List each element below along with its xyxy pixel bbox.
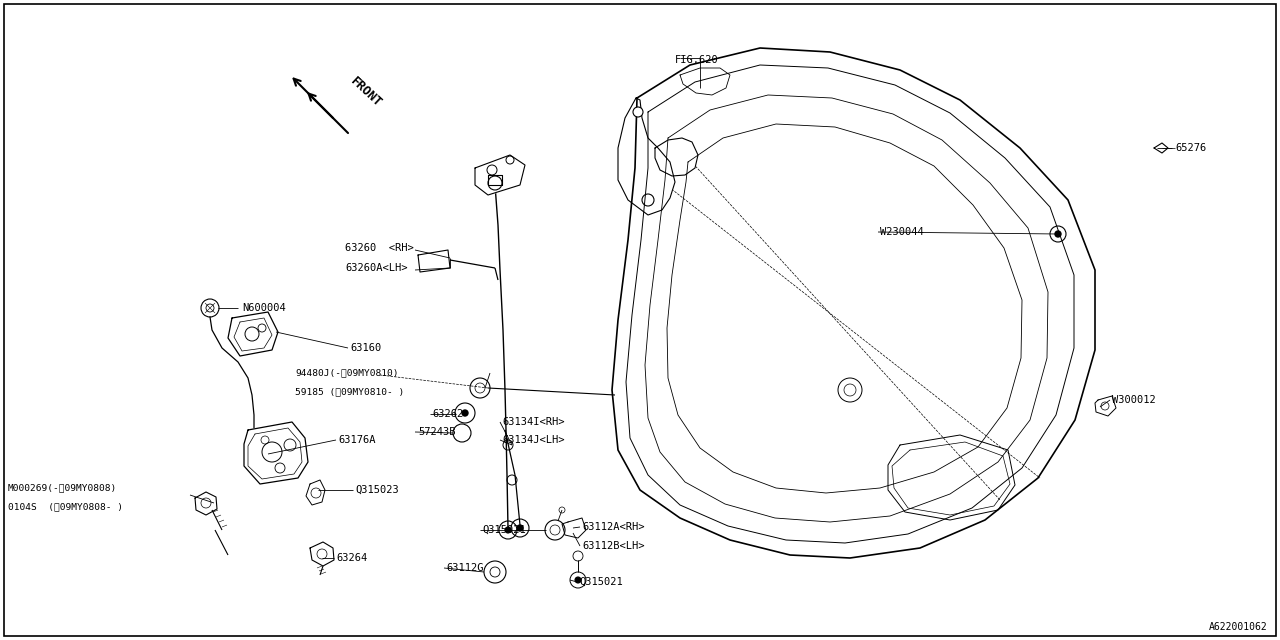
Polygon shape [475,155,525,195]
Text: 65276: 65276 [1175,143,1206,153]
Circle shape [517,525,524,531]
Polygon shape [618,98,675,215]
Text: W230044: W230044 [881,227,924,237]
Polygon shape [306,480,325,505]
Text: 59185 (‧09MY0810- ): 59185 (‧09MY0810- ) [294,387,404,397]
Text: FRONT: FRONT [348,75,384,110]
Text: 57243B: 57243B [419,427,456,437]
Text: Q315021: Q315021 [579,577,623,587]
Polygon shape [228,312,278,356]
Polygon shape [655,138,698,176]
Text: 94480J(-‧09MY0810): 94480J(-‧09MY0810) [294,369,398,378]
Text: 63176A: 63176A [338,435,375,445]
Text: 63112B<LH>: 63112B<LH> [582,541,645,551]
Text: M000269(-‧09MY0808): M000269(-‧09MY0808) [8,483,118,493]
Text: 63112G: 63112G [445,563,484,573]
Text: A622001062: A622001062 [1210,622,1268,632]
Circle shape [575,577,581,583]
Polygon shape [488,175,502,185]
Polygon shape [310,542,334,566]
Polygon shape [1094,396,1116,416]
Text: Q315021: Q315021 [483,525,526,535]
Text: 63134J<LH>: 63134J<LH> [502,435,564,445]
Text: 0104S  (‧09MY0808- ): 0104S (‧09MY0808- ) [8,502,123,511]
Text: 63160: 63160 [349,343,381,353]
Text: Q315023: Q315023 [355,485,399,495]
Circle shape [462,410,468,416]
Polygon shape [419,250,451,272]
Text: W300012: W300012 [1112,395,1156,405]
Circle shape [634,107,643,117]
Text: 63260A<LH>: 63260A<LH> [346,263,407,273]
Text: 63134I<RH>: 63134I<RH> [502,417,564,427]
Text: FIG.620: FIG.620 [675,55,719,65]
Text: N600004: N600004 [242,303,285,313]
Circle shape [506,527,511,533]
Text: 63260  <RH>: 63260 <RH> [346,243,413,253]
Polygon shape [195,492,218,515]
Text: 63264: 63264 [335,553,367,563]
Circle shape [1055,231,1061,237]
Polygon shape [244,422,308,484]
Text: 63112A<RH>: 63112A<RH> [582,522,645,532]
Polygon shape [562,518,586,538]
Text: 63262: 63262 [433,409,463,419]
